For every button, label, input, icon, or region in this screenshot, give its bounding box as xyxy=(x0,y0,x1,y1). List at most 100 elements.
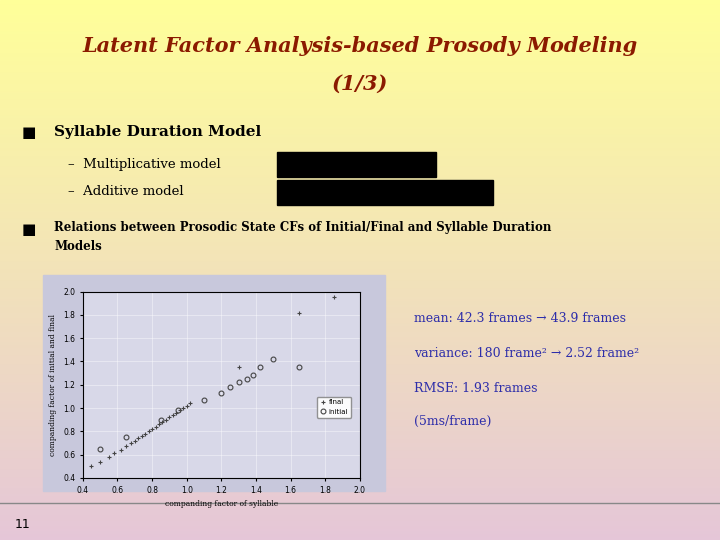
Bar xyxy=(0,173,720,176)
Bar xyxy=(0,537,720,540)
Bar xyxy=(0,246,720,248)
Bar xyxy=(0,329,720,332)
Bar xyxy=(0,370,720,373)
Bar xyxy=(0,270,720,273)
Bar xyxy=(0,508,720,510)
Text: –  Multiplicative model: – Multiplicative model xyxy=(68,158,221,171)
Bar xyxy=(0,275,720,278)
Bar xyxy=(0,475,720,478)
Bar xyxy=(0,478,720,481)
Bar xyxy=(0,124,720,127)
final xyxy=(148,426,156,432)
Bar xyxy=(0,489,720,491)
Bar xyxy=(0,302,720,305)
initial xyxy=(122,434,130,441)
final xyxy=(186,400,194,407)
Bar xyxy=(0,354,720,356)
Bar xyxy=(0,113,720,116)
Bar xyxy=(0,262,720,265)
Bar xyxy=(0,397,720,400)
Bar xyxy=(0,535,720,537)
Bar xyxy=(0,297,720,300)
initial xyxy=(248,372,257,379)
Bar xyxy=(0,167,720,170)
Text: ■: ■ xyxy=(22,222,36,237)
final xyxy=(179,405,188,411)
Line: initial: initial xyxy=(98,357,302,451)
Bar xyxy=(0,281,720,284)
Bar xyxy=(0,3,720,5)
Bar xyxy=(0,197,720,200)
Text: Latent Factor Analysis-based Prosody Modeling: Latent Factor Analysis-based Prosody Mod… xyxy=(82,36,638,56)
Bar xyxy=(0,81,720,84)
Bar xyxy=(0,219,720,221)
Bar xyxy=(0,35,720,38)
Bar xyxy=(0,392,720,394)
Bar xyxy=(0,394,720,397)
Bar xyxy=(0,189,720,192)
Bar xyxy=(0,467,720,470)
Bar xyxy=(0,286,720,289)
Bar xyxy=(0,127,720,130)
Bar xyxy=(0,130,720,132)
Bar xyxy=(0,316,720,319)
Bar xyxy=(0,43,720,46)
final xyxy=(109,450,118,457)
Bar xyxy=(0,11,720,14)
final xyxy=(141,430,150,437)
Bar xyxy=(0,40,720,43)
Text: ■: ■ xyxy=(22,125,36,140)
Bar xyxy=(0,8,720,11)
initial xyxy=(243,376,252,382)
final xyxy=(138,433,146,439)
Bar xyxy=(0,111,720,113)
Bar xyxy=(0,256,720,259)
X-axis label: companding factor of syllable: companding factor of syllable xyxy=(165,500,278,508)
Bar xyxy=(0,456,720,459)
Bar xyxy=(0,230,720,232)
initial xyxy=(295,364,304,370)
Bar xyxy=(0,424,720,427)
final xyxy=(144,428,153,435)
Bar xyxy=(0,68,720,70)
Bar xyxy=(0,170,720,173)
Bar xyxy=(0,462,720,464)
Bar xyxy=(0,22,720,24)
Bar xyxy=(0,267,720,270)
Line: final: final xyxy=(89,295,336,469)
Bar xyxy=(0,418,720,421)
Bar xyxy=(0,346,720,348)
Bar xyxy=(0,513,720,516)
final xyxy=(117,447,125,453)
Bar xyxy=(0,472,720,475)
Bar xyxy=(0,343,720,346)
Bar xyxy=(0,305,720,308)
Bar xyxy=(0,319,720,321)
Bar xyxy=(0,497,720,500)
Bar xyxy=(0,313,720,316)
Bar xyxy=(0,202,720,205)
Bar xyxy=(0,451,720,454)
Text: Syllable Duration Model: Syllable Duration Model xyxy=(54,125,261,139)
Bar xyxy=(0,410,720,413)
Bar xyxy=(0,138,720,140)
Bar xyxy=(0,510,720,513)
Bar xyxy=(0,435,720,437)
Bar xyxy=(277,152,436,177)
Bar xyxy=(0,73,720,76)
Bar xyxy=(0,529,720,532)
Bar xyxy=(0,518,720,521)
final xyxy=(87,463,96,469)
Bar xyxy=(0,208,720,211)
Bar xyxy=(0,321,720,324)
Bar xyxy=(0,0,720,3)
Bar xyxy=(0,389,720,392)
Bar xyxy=(0,408,720,410)
Bar xyxy=(0,165,720,167)
initial xyxy=(156,416,165,423)
Bar xyxy=(0,265,720,267)
Bar xyxy=(0,119,720,122)
final xyxy=(165,414,174,421)
Text: mean: 42.3 frames → 43.9 frames: mean: 42.3 frames → 43.9 frames xyxy=(414,312,626,325)
Bar xyxy=(0,381,720,383)
